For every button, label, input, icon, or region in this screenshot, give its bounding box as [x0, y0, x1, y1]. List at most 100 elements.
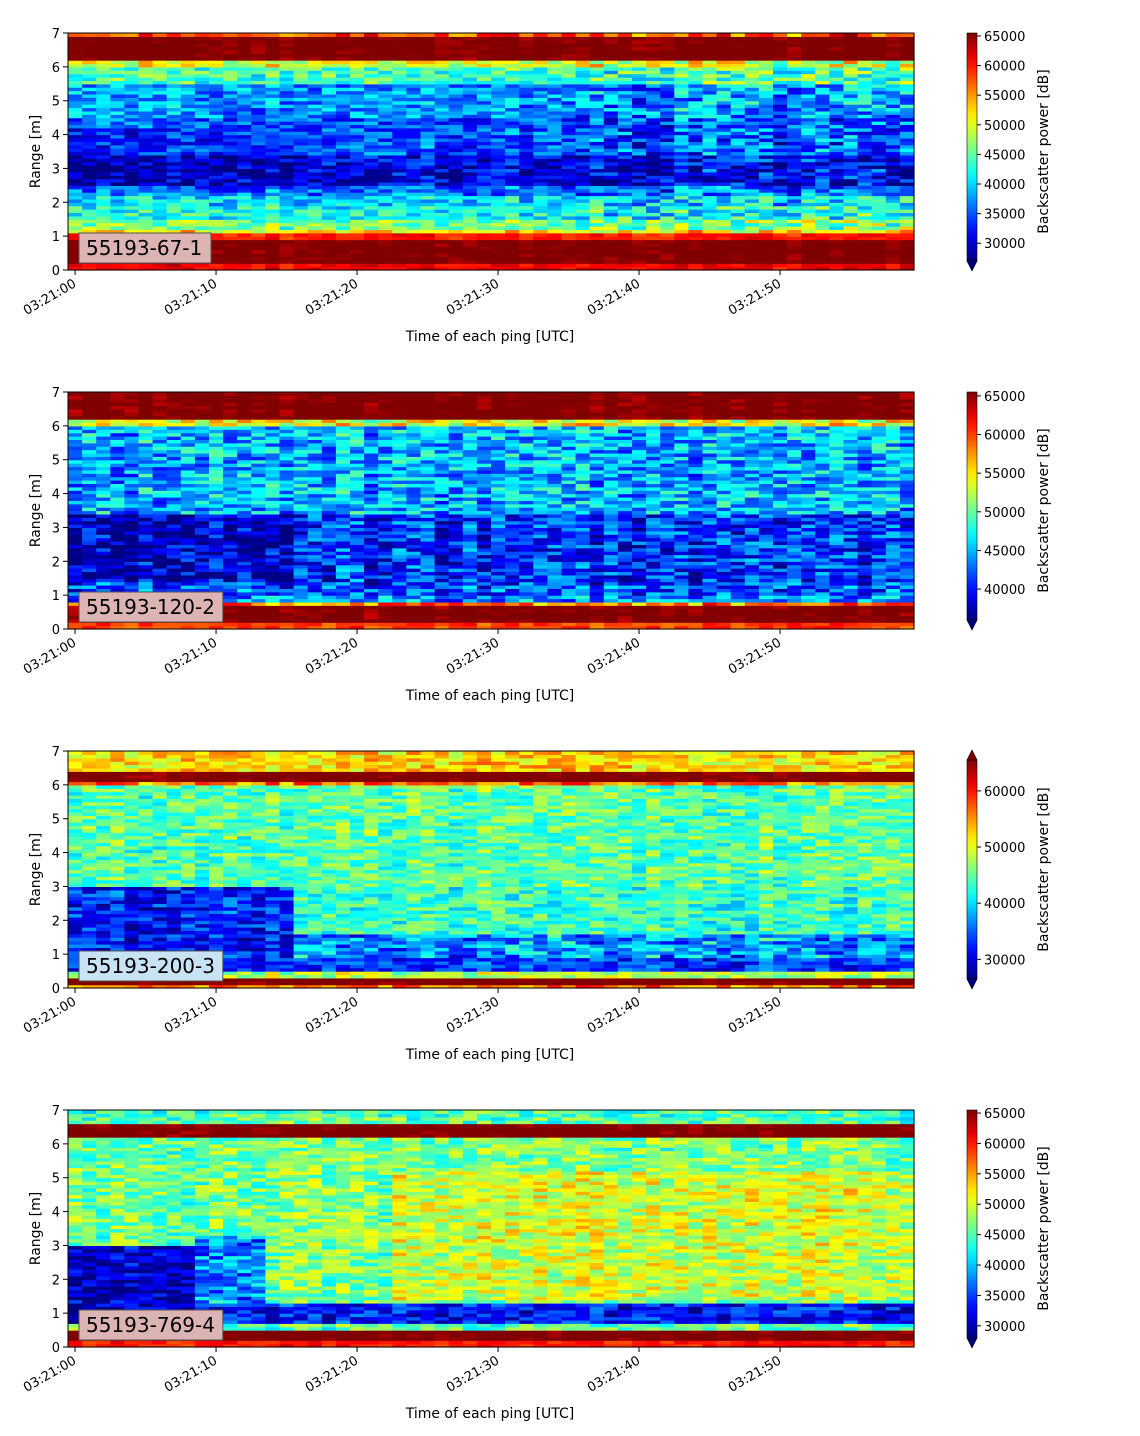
heatmap-cell [420, 249, 436, 254]
heatmap-cell [180, 131, 196, 136]
heatmap-cell [321, 161, 337, 166]
heatmap-cell [307, 259, 323, 264]
heatmap-cell [617, 154, 633, 159]
heatmap-cell [406, 121, 422, 126]
heatmap-cell [364, 141, 379, 146]
heatmap-cell [321, 154, 337, 159]
heatmap-cell [378, 127, 393, 132]
heatmap-cell [237, 56, 252, 61]
heatmap-cell [462, 175, 478, 180]
heatmap-cell [364, 70, 379, 75]
heatmap-cell [350, 144, 365, 149]
heatmap-cell [448, 256, 464, 261]
heatmap-cell [364, 73, 379, 78]
heatmap-cell [251, 188, 266, 193]
heatmap-cell [152, 114, 168, 119]
heatmap-cell [279, 222, 295, 227]
heatmap-cell [321, 239, 337, 244]
heatmap-cell [617, 148, 633, 153]
heatmap-cell [505, 222, 520, 227]
heatmap-cell [392, 66, 407, 71]
heatmap-cell [335, 165, 351, 170]
heatmap-cell [603, 198, 619, 203]
heatmap-cell [138, 165, 154, 170]
heatmap-cell [237, 242, 252, 247]
heatmap-cell [476, 256, 492, 261]
heatmap-cell [350, 171, 365, 176]
heatmap-cell [448, 232, 464, 237]
heatmap-cell [434, 198, 450, 203]
heatmap-cell [138, 144, 154, 149]
heatmap-cell [279, 246, 295, 251]
heatmap-cell [293, 137, 309, 142]
heatmap-cell [166, 90, 182, 95]
heatmap-cell [420, 212, 436, 217]
heatmap-cell [434, 222, 450, 227]
heatmap-cell [209, 175, 224, 180]
heatmap-cell [617, 131, 633, 136]
heatmap-cell [209, 121, 224, 126]
heatmap-cell [476, 33, 492, 37]
heatmap-cell [350, 70, 365, 75]
heatmap-cell [279, 80, 295, 85]
heatmap-cell [265, 266, 281, 271]
heatmap-cell [434, 253, 450, 258]
heatmap-cell [237, 171, 252, 176]
heatmap-cell [603, 263, 619, 268]
heatmap-cell [378, 63, 393, 68]
heatmap-cell [406, 56, 422, 61]
heatmap-cell [166, 114, 182, 119]
x-tick-label: 03:21:40 [585, 276, 643, 318]
heatmap-cell [505, 104, 520, 109]
heatmap-cell [589, 127, 605, 132]
heatmap-cell [223, 124, 238, 129]
heatmap-cell [237, 161, 252, 166]
heatmap-cell [321, 222, 337, 227]
heatmap-cell [561, 131, 577, 136]
heatmap-cell [180, 134, 196, 139]
heatmap-cell [561, 63, 577, 68]
heatmap-cell [519, 249, 534, 254]
heatmap-cell [350, 56, 365, 61]
heatmap-cell [321, 263, 337, 268]
heatmap-cell [180, 263, 196, 268]
heatmap-cell [237, 124, 252, 129]
heatmap-cell [209, 117, 224, 122]
heatmap-cell [96, 100, 111, 105]
heatmap-cell [589, 154, 605, 159]
heatmap-cell [350, 225, 365, 230]
heatmap-cell [110, 90, 125, 95]
heatmap-cell [68, 43, 83, 48]
heatmap-cell [96, 137, 111, 142]
heatmap-cell [505, 90, 520, 95]
heatmap-cell [350, 46, 365, 51]
heatmap-cell [758, 33, 774, 37]
heatmap-cell [138, 178, 154, 183]
heatmap-cell [68, 39, 83, 44]
heatmap-cell [547, 127, 563, 132]
heatmap-cell [209, 131, 224, 136]
heatmap-cell [547, 168, 563, 173]
heatmap-cell [575, 73, 591, 78]
heatmap-cell [209, 259, 224, 264]
heatmap-cell [547, 63, 563, 68]
heatmap-cell [547, 114, 563, 119]
heatmap-cell [462, 49, 478, 54]
heatmap-cell [166, 134, 182, 139]
heatmap-cell [561, 137, 577, 142]
heatmap-cell [603, 137, 619, 142]
heatmap-cell [96, 168, 111, 173]
heatmap-cell [547, 188, 563, 193]
heatmap-cell [448, 124, 464, 129]
heatmap-cell [434, 63, 450, 68]
heatmap-cell [237, 212, 252, 217]
heatmap-cell [575, 225, 591, 230]
heatmap-cell [237, 77, 252, 81]
heatmap-cell [209, 205, 224, 210]
heatmap-cell [110, 144, 125, 149]
heatmap-cell [547, 131, 563, 136]
heatmap-cell [561, 97, 577, 102]
heatmap-cell [505, 36, 520, 41]
heatmap-cell [491, 66, 506, 71]
heatmap-cell [603, 148, 619, 153]
